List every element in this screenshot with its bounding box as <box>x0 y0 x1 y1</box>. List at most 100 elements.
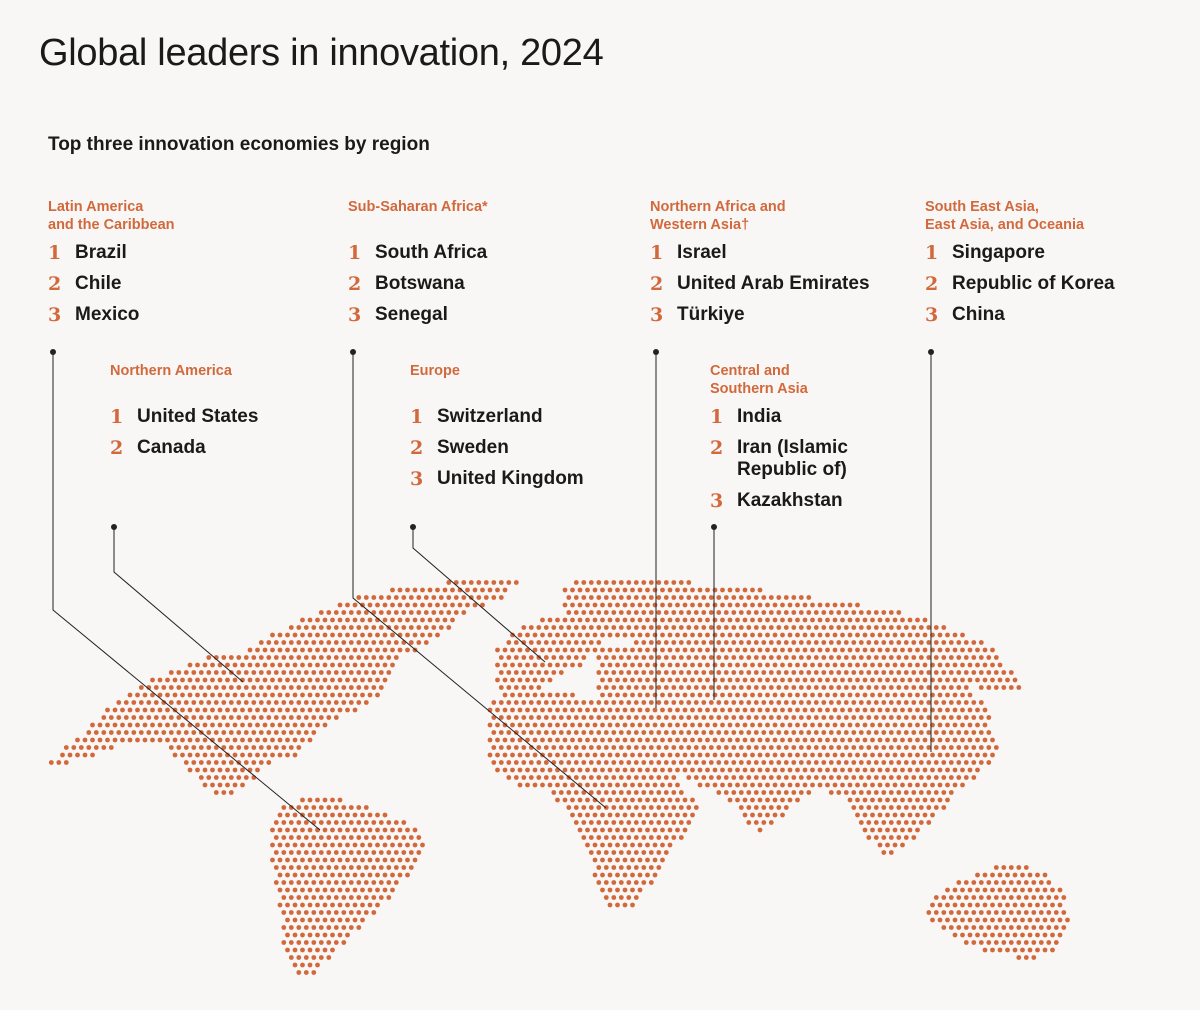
map-dot <box>570 752 575 758</box>
map-dot <box>116 700 122 705</box>
map-dot <box>326 700 332 705</box>
map-dot <box>960 737 965 743</box>
map-dot <box>71 745 77 750</box>
map-dot <box>528 745 534 750</box>
map-dot <box>307 692 313 698</box>
map-dot <box>851 760 857 765</box>
map-dot <box>442 602 448 608</box>
map-dot <box>183 760 189 765</box>
map-dot <box>862 632 868 638</box>
map-dot <box>971 925 977 930</box>
map-dot <box>705 737 710 743</box>
map-dot <box>540 767 545 773</box>
map-dot <box>656 640 662 645</box>
map-dot <box>318 625 324 630</box>
map-dot <box>326 670 332 675</box>
map-dot <box>348 820 354 825</box>
map-dot <box>918 715 924 720</box>
map-dot <box>525 632 530 638</box>
map-dot <box>543 715 549 720</box>
map-dot <box>896 835 902 840</box>
map-dot <box>330 827 335 833</box>
map-dot <box>930 767 935 773</box>
map-dot <box>221 700 227 705</box>
map-dot <box>330 872 335 878</box>
map-dot <box>326 715 332 720</box>
map-dot <box>135 737 140 743</box>
map-dot <box>686 610 692 615</box>
map-dot <box>528 715 534 720</box>
map-dot <box>356 805 362 810</box>
map-dot <box>528 730 534 735</box>
map-dot <box>776 760 782 765</box>
map-dot <box>618 655 624 660</box>
map-dot <box>821 730 827 735</box>
map-dot <box>405 647 410 653</box>
map-dot <box>356 850 362 855</box>
map-dot <box>750 707 755 713</box>
map-dot <box>836 745 842 750</box>
map-dot <box>318 655 324 660</box>
map-dot <box>285 827 290 833</box>
map-dot <box>907 662 913 668</box>
map-dot <box>633 760 639 765</box>
map-dot <box>738 700 744 705</box>
leader-dot <box>50 349 56 355</box>
map-dot <box>300 857 305 863</box>
map-dot <box>828 670 834 675</box>
map-dot <box>735 617 740 623</box>
map-dot <box>997 662 1003 668</box>
map-dot <box>645 602 650 608</box>
map-dot <box>630 767 635 773</box>
map-dot <box>990 737 995 743</box>
map-dot <box>393 610 399 615</box>
map-dot <box>723 595 729 600</box>
map-dot <box>903 790 909 795</box>
map-dot <box>596 790 602 795</box>
map-dot <box>652 707 658 713</box>
map-dot <box>956 655 962 660</box>
map-dot <box>825 752 830 758</box>
map-dot <box>345 617 350 623</box>
map-dot <box>667 752 673 758</box>
map-dot <box>600 647 605 653</box>
map-dot <box>618 745 624 750</box>
map-dot <box>356 610 362 615</box>
map-dot <box>791 610 797 615</box>
map-dot <box>798 670 804 675</box>
map-dot <box>855 812 860 818</box>
map-dot <box>262 752 268 758</box>
map-dot <box>727 752 733 758</box>
map-dot <box>525 647 530 653</box>
map-dot <box>502 737 508 743</box>
map-dot <box>611 835 617 840</box>
map-dot <box>592 752 598 758</box>
map-dot <box>243 670 249 675</box>
map-dot <box>832 707 838 713</box>
map-dot <box>682 647 688 653</box>
map-dot <box>742 647 748 653</box>
map-dot <box>495 662 500 668</box>
map-dot <box>881 685 887 690</box>
map-dot <box>648 745 654 750</box>
map-dot <box>1061 910 1067 915</box>
map-dot <box>303 805 309 810</box>
map-dot <box>615 737 620 743</box>
map-dot <box>941 655 947 660</box>
map-dot <box>637 857 643 863</box>
map-dot <box>945 707 950 713</box>
map-dot <box>633 685 639 690</box>
map-dot <box>585 722 590 728</box>
map-dot <box>592 707 598 713</box>
map-dot <box>330 692 335 698</box>
map-dot <box>1038 895 1044 900</box>
map-dot <box>787 722 793 728</box>
map-dot <box>960 932 965 938</box>
map-dot <box>660 722 665 728</box>
map-dot <box>907 677 913 683</box>
map-dot <box>720 707 725 713</box>
map-dot <box>577 797 583 803</box>
map-dot <box>112 737 118 743</box>
map-dot <box>607 737 613 743</box>
map-dot <box>322 677 328 683</box>
